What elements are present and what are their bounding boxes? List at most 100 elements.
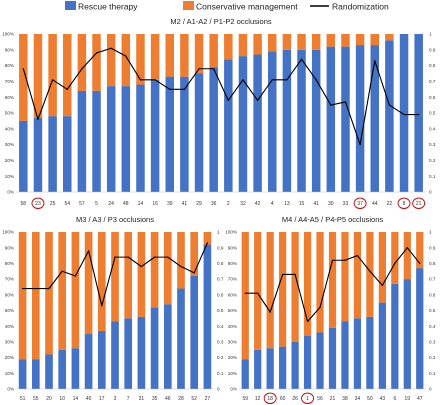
bar-conservative-management-1 xyxy=(303,232,312,336)
y-axis-right: 0 0.1 0.2 0.3 0.4 0.5 0.6 0.7 0.8 0.9 1 xyxy=(429,32,436,195)
y-tick-label-right: 0.4 xyxy=(429,126,436,131)
bar-conservative-management-5 xyxy=(92,34,101,91)
x-axis-labels: 59 12 18 60 26 1 56 21 38 34 50 43 6 19 47 xyxy=(242,392,423,404)
y-tick-label-right: 0.9 xyxy=(217,245,224,250)
point-randomization-52 xyxy=(193,272,195,274)
x-tick-label-42: 42 xyxy=(255,201,261,207)
bar-conservative-management-34 xyxy=(353,232,362,319)
bar-conservative-management-47 xyxy=(416,232,424,269)
bar-conservative-management-28 xyxy=(177,232,185,289)
legend: Rescue therapy Conservative management Ran… xyxy=(65,1,389,12)
bar-conservative-management-27 xyxy=(203,232,212,245)
point-randomization-15 xyxy=(300,58,303,60)
bar-rescue-therapy-2 xyxy=(224,59,233,192)
y-tick-label-left: 20% xyxy=(5,158,14,163)
bar-rescue-therapy-42 xyxy=(253,54,262,192)
y-tick-label-left: 40% xyxy=(5,324,14,329)
y-tick-label-right: 0.6 xyxy=(217,292,224,297)
point-randomization-41 xyxy=(183,88,185,90)
point-randomization-6 xyxy=(394,262,396,264)
x-tick-label-38: 38 xyxy=(342,396,348,402)
randomization-points xyxy=(22,242,208,307)
y-axis-left: 0% 10% 20% 30% 40% 50% 60% 70% 80% 90% 100% xyxy=(2,32,14,195)
point-randomization-30 xyxy=(330,104,332,106)
bar-rescue-therapy-36 xyxy=(209,67,218,192)
x-tick-label-37: 37 xyxy=(357,201,363,207)
point-randomization-39 xyxy=(169,88,171,90)
bar-rescue-therapy-50 xyxy=(366,316,374,389)
y-tick-label-left: 50% xyxy=(5,308,14,313)
y-tick-label-right: 0.2 xyxy=(429,355,436,360)
bar-conservative-management-29 xyxy=(194,34,204,74)
y-tick-label-right: 0.5 xyxy=(217,308,224,313)
highlight-circle-18 xyxy=(263,392,277,404)
bar-conservative-management-59 xyxy=(241,232,249,360)
x-tick-label-36: 36 xyxy=(211,201,217,207)
x-tick-label-60: 60 xyxy=(280,396,286,402)
bar-conservative-management-10 xyxy=(58,232,67,350)
bar-rescue-therapy-38 xyxy=(341,321,349,389)
x-tick-label-16: 16 xyxy=(152,201,158,207)
y-tick-label-left: 10% xyxy=(5,174,14,179)
bar-rescue-therapy-3 xyxy=(111,321,119,389)
x-tick-label-8: 8 xyxy=(403,201,406,207)
bar-rescue-therapy-18 xyxy=(266,348,274,389)
bar-conservative-management-56 xyxy=(316,232,324,333)
bar-rescue-therapy-54 xyxy=(63,116,72,192)
y-tick-label-left: 30% xyxy=(5,340,14,345)
x-tick-label-57: 57 xyxy=(79,201,85,207)
point-randomization-5 xyxy=(95,52,98,54)
y-tick-label-right: 0.6 xyxy=(429,95,436,100)
y-tick-label-left: 70% xyxy=(5,79,14,84)
x-tick-label-17: 17 xyxy=(99,396,105,402)
point-randomization-55 xyxy=(35,287,37,290)
point-randomization-27 xyxy=(206,242,208,244)
x-tick-label-6: 6 xyxy=(393,396,396,402)
point-randomization-18 xyxy=(269,311,271,313)
x-tick-label-40: 40 xyxy=(86,396,92,402)
bar-conservative-management-25 xyxy=(48,34,57,117)
bar-conservative-management-31 xyxy=(137,232,146,317)
y-tick-label-right: 0.8 xyxy=(429,261,436,266)
bar-rescue-therapy-13 xyxy=(282,49,292,192)
x-tick-label-59: 59 xyxy=(242,396,248,402)
point-randomization-4 xyxy=(271,79,273,81)
y-tick-label-right: 0.5 xyxy=(429,111,436,116)
x-tick-label-43: 43 xyxy=(380,396,386,402)
y-tick-label-left: 100% xyxy=(2,32,14,37)
bar-rescue-therapy-58 xyxy=(19,120,28,192)
bar-conservative-management-3 xyxy=(111,232,119,322)
y-tick-label-left: 0% xyxy=(7,190,14,195)
bar-rescue-therapy-12 xyxy=(254,349,262,389)
x-tick-label-5: 5 xyxy=(95,201,98,207)
bar-conservative-management-23 xyxy=(33,34,43,118)
bar-rescue-therapy-41 xyxy=(311,49,321,192)
point-randomization-28 xyxy=(180,265,182,268)
point-randomization-38 xyxy=(344,259,346,261)
x-tick-label-33: 33 xyxy=(343,201,349,207)
x-tick-label-27: 27 xyxy=(205,396,211,402)
point-randomization-56 xyxy=(319,306,321,308)
point-randomization-14 xyxy=(139,79,142,81)
bar-conservative-management-12 xyxy=(254,232,262,350)
bar-conservative-management-35 xyxy=(150,232,159,308)
chart-title: M2 / A1-A2 / P1-P2 occlusions xyxy=(170,17,272,26)
point-randomization-1 xyxy=(306,320,309,323)
bar-conservative-management-44 xyxy=(370,34,379,46)
y-tick-label-left: 20% xyxy=(228,355,237,360)
x-tick-label-56: 56 xyxy=(317,396,323,402)
y-tick-label-left: 60% xyxy=(228,292,237,297)
y-tick-label-left: 10% xyxy=(5,371,14,376)
chart-title: M3 / A3 / P3 occlusions xyxy=(76,215,154,224)
x-tick-label-50: 50 xyxy=(367,396,373,402)
bar-rescue-therapy-34 xyxy=(353,318,362,389)
bar-rescue-therapy-6 xyxy=(391,283,399,389)
bar-rescue-therapy-55 xyxy=(31,359,40,389)
y-tick-label-right: 0.4 xyxy=(429,324,436,329)
x-tick-label-55: 55 xyxy=(33,396,39,402)
bar-rescue-therapy-15 xyxy=(297,49,306,192)
point-randomization-36 xyxy=(213,68,215,70)
point-randomization-57 xyxy=(81,68,83,70)
point-randomization-17 xyxy=(101,305,103,307)
bar-conservative-management-16 xyxy=(150,34,160,80)
